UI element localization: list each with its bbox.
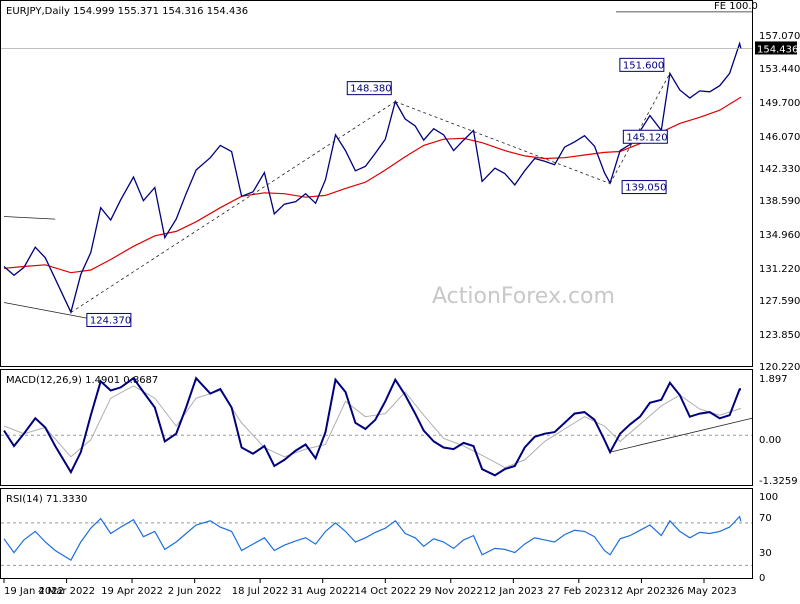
x-tick-label: 19 Jan 2022 xyxy=(4,586,64,597)
x-tick-label: 14 Oct 2022 xyxy=(354,586,416,597)
price-ytick: 134.960 xyxy=(759,230,800,241)
x-tick-label: 31 Aug 2022 xyxy=(291,586,355,597)
x-tick-label: 19 Apr 2022 xyxy=(101,586,163,597)
macd-panel xyxy=(0,369,753,486)
trendline-139-151 xyxy=(609,73,671,184)
annotation-box xyxy=(86,312,132,327)
price-series-0 xyxy=(3,41,742,315)
price-ytick: 157.070 xyxy=(759,31,800,42)
price-ytick: 123.850 xyxy=(759,330,800,341)
annotation-label: 148.380 xyxy=(350,84,391,95)
rsi-header: RSI(14) 71.3330 xyxy=(6,494,87,505)
macd-header: MACD(12,26,9) 1.4901 0.8687 xyxy=(6,375,158,386)
price-ytick: 127.590 xyxy=(759,296,800,307)
rsi-ytick: 30 xyxy=(759,548,772,559)
macd-ytick: -1.3259 xyxy=(759,476,798,487)
channel-upper-line xyxy=(3,216,56,220)
annotation-label: 145.120 xyxy=(626,132,667,143)
macd-ytick: 0.00 xyxy=(759,435,781,446)
macd-series-1 xyxy=(3,385,742,469)
annotation-box xyxy=(622,129,668,144)
price-ytick: 131.220 xyxy=(759,264,800,275)
fe-level-label: FE 100.0 xyxy=(714,1,758,12)
rsi-ytick: 0 xyxy=(759,573,765,584)
price-header: EURJPY,Daily 154.999 155.371 154.316 154… xyxy=(6,6,248,17)
x-tick-label: 2 Jun 2022 xyxy=(168,586,222,597)
rsi-ytick: 100 xyxy=(759,492,778,503)
last-price-label: 154.436 xyxy=(757,44,798,55)
x-tick-label: 27 Feb 2023 xyxy=(548,586,610,597)
annotation-box xyxy=(621,180,667,195)
macd-trendline xyxy=(610,417,753,453)
annotation-box xyxy=(619,57,665,72)
x-tick-label: 18 Jul 2022 xyxy=(232,586,289,597)
annotation-box xyxy=(346,81,392,96)
x-tick-label: 4 Mar 2022 xyxy=(38,586,95,597)
price-ytick: 138.590 xyxy=(759,196,800,207)
rsi-ytick: 70 xyxy=(759,513,772,524)
rsi-series-0 xyxy=(3,515,742,561)
annotation-label: 151.600 xyxy=(623,60,664,71)
x-tick-label: 26 May 2023 xyxy=(671,586,736,597)
macd-series-0 xyxy=(3,376,741,477)
x-tick-label: 29 Nov 2022 xyxy=(419,586,483,597)
annotation-label: 124.370 xyxy=(90,315,131,326)
price-ytick: 149.700 xyxy=(759,98,800,109)
x-tick-label: 12 Jan 2023 xyxy=(483,586,543,597)
price-ytick: 142.330 xyxy=(759,164,800,175)
rsi-panel xyxy=(0,488,753,579)
trendline-148-139 xyxy=(395,101,611,184)
price-ytick: 120.220 xyxy=(759,362,800,373)
trendline-124-148 xyxy=(70,101,396,313)
price-ytick: 146.070 xyxy=(759,132,800,143)
macd-ytick: 1.897 xyxy=(759,374,788,385)
last-price-tag xyxy=(755,41,797,55)
x-tick-label: 12 Apr 2023 xyxy=(610,586,672,597)
watermark: ActionForex.com xyxy=(432,284,615,309)
price-ytick: 153.440 xyxy=(759,64,800,75)
annotation-label: 139.050 xyxy=(625,183,666,194)
